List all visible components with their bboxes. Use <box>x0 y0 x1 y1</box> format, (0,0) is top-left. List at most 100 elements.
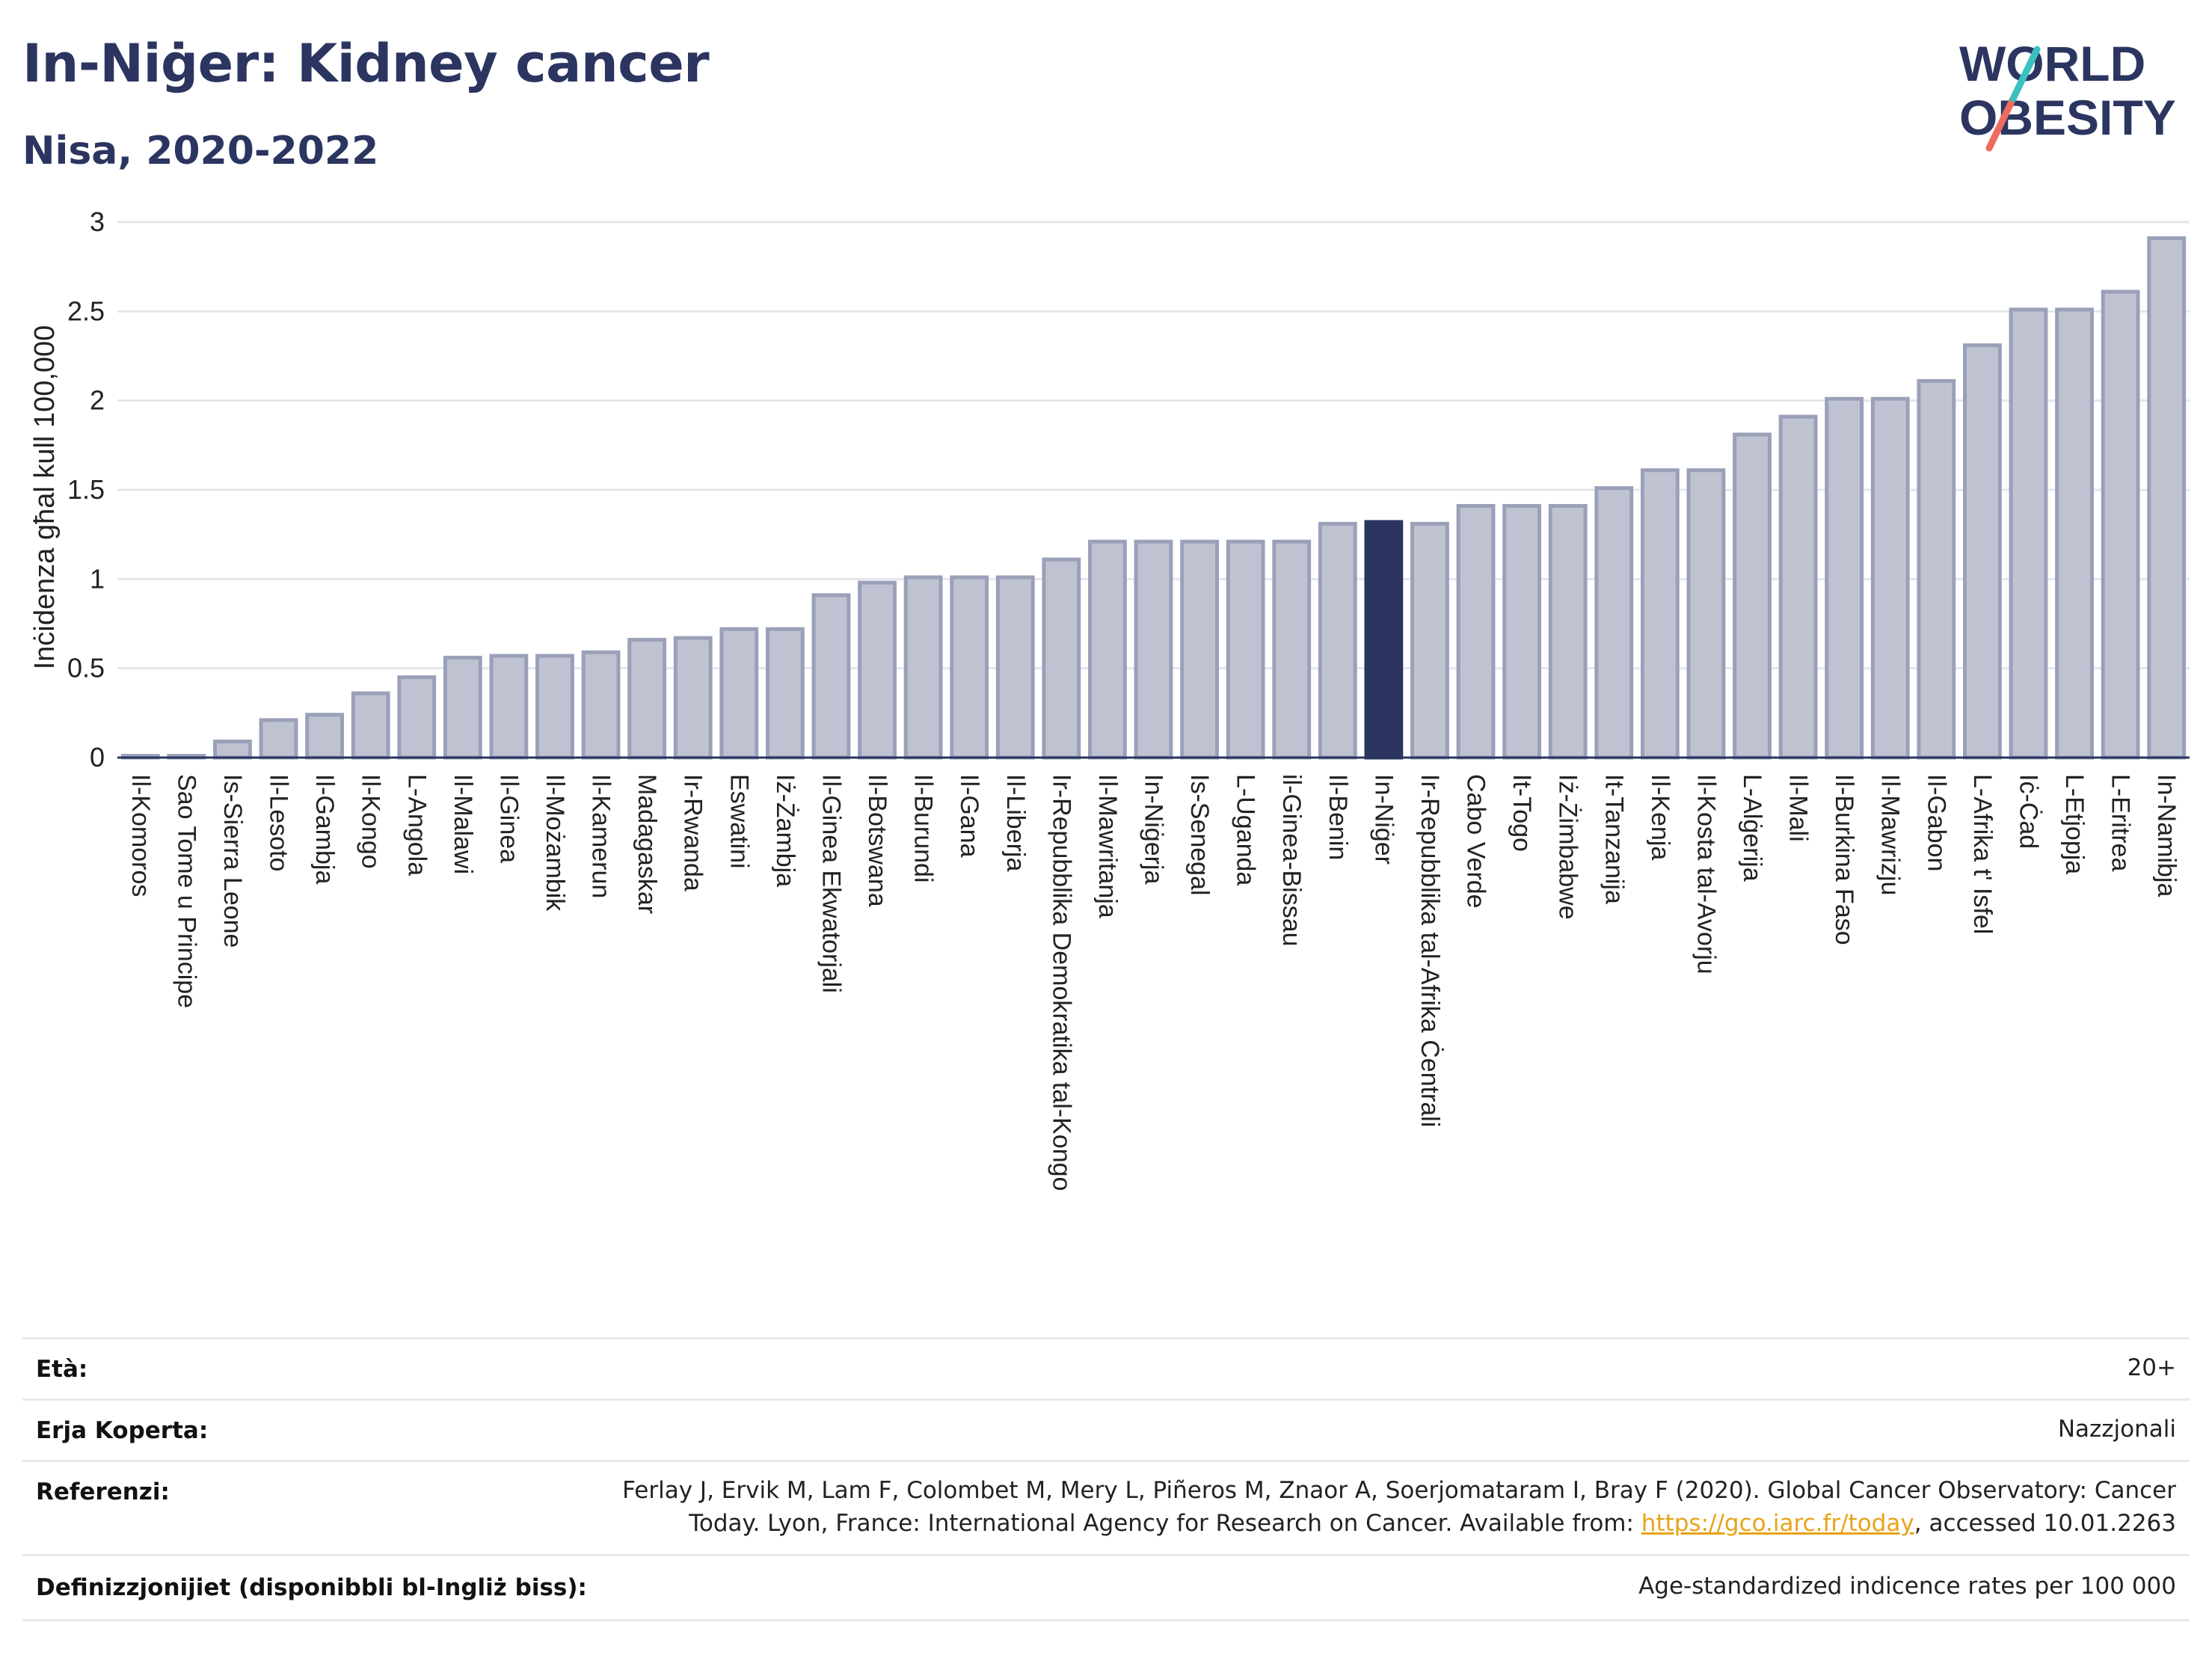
bar <box>443 655 482 760</box>
x-tick-label: L-Etjopja <box>2060 774 2089 874</box>
meta-row-definitions: Definizzjonijiet (disponibbli bl-Ingliż … <box>22 1554 2190 1621</box>
x-tick-label: Iż-Żimbabwe <box>1554 774 1582 920</box>
bar <box>1963 343 2002 760</box>
logo-slash-teal <box>2009 46 2041 102</box>
meta-area-value: Nazzjonali <box>2057 1416 2176 1443</box>
x-tick-label: Il-Burkina Faso <box>1830 774 1858 945</box>
x-tick-label: L-Afrika t' Isfel <box>1968 774 1997 934</box>
x-tick-label: Ir-Rwanda <box>679 774 707 891</box>
x-tick-label: It-Tanzanija <box>1600 774 1628 904</box>
x-tick-label: il-Ginea-Bissau <box>1277 774 1306 947</box>
y-tick-label: 1 <box>90 563 105 594</box>
bar <box>1502 503 1542 760</box>
x-tick-label: Sao Tome u Principe <box>172 774 200 1008</box>
meta-ref-line2: Today. Lyon, France: International Agenc… <box>622 1507 2176 1540</box>
x-tick-label: Il-Ginea Ekwatorjali <box>817 774 845 993</box>
meta-age-label: Età: <box>36 1356 88 1383</box>
bar <box>397 675 437 760</box>
x-tick-label: Il-Gambja <box>310 774 339 884</box>
x-tick-label: Il-Kongo <box>357 774 385 869</box>
bar <box>858 580 897 760</box>
x-tick-label: Il-Lesoto <box>265 774 293 871</box>
bar <box>765 627 805 760</box>
meta-ref-line2-pre: Today. Lyon, France: International Agenc… <box>689 1510 1641 1537</box>
x-tick-label: Il-Gana <box>955 774 983 858</box>
x-tick-label: L-Alġerija <box>1738 774 1766 882</box>
logo-slash-coral <box>1985 95 2017 152</box>
bar <box>2101 289 2140 760</box>
meta-def-label: Definizzjonijiet (disponibbli bl-Ingliż … <box>36 1574 587 1601</box>
bar <box>1226 539 1265 760</box>
x-tick-label: Il-Mawrizju <box>1876 774 1905 895</box>
page-subtitle: Nisa, 2020-2022 <box>22 129 379 174</box>
bar <box>213 740 252 760</box>
bar-chart: 0 0.5 1 1.5 2 2.5 3 Inċidenza għal kull 100,000… <box>29 206 2190 1191</box>
bar <box>259 718 298 760</box>
x-tick-label: Il-Mali <box>1784 774 1813 842</box>
meta-age-value: 20+ <box>2127 1354 2176 1381</box>
bar <box>1594 486 1634 760</box>
bar <box>581 650 621 760</box>
x-tick-label: In-Niġerja <box>1140 774 1168 884</box>
bar <box>995 575 1035 760</box>
x-tick-label: Il-Gabon <box>1922 774 1950 871</box>
meta-ref-line1: Ferlay J, Ervik M, Lam F, Colombet M, Me… <box>622 1477 2176 1504</box>
y-axis-label: Inċidenza għal kull 100,000 <box>29 325 61 670</box>
bar <box>1917 378 1956 760</box>
world-obesity-logo: WORLD OBESITY <box>1959 36 2176 152</box>
x-tick-label: Il-Komoros <box>126 774 155 897</box>
meta-ref-label: Referenzi: <box>36 1479 170 1505</box>
bar <box>1686 468 1726 760</box>
y-tick-label: 3 <box>90 206 105 237</box>
y-tick-label: 1.5 <box>67 474 105 505</box>
x-tick-label: In-Namibja <box>2152 774 2181 897</box>
x-tick-label: Il-Kosta tal-Avorju <box>1692 774 1720 974</box>
y-tick-label: 2.5 <box>67 295 105 326</box>
x-tick-label: L-Angola <box>402 774 431 876</box>
x-tick-label: Cabo Verde <box>1462 774 1490 909</box>
meta-row-area: Erja Koperta: Nazzjonali <box>22 1398 2190 1461</box>
bar <box>1088 539 1127 760</box>
x-tick-label: Il-Kenja <box>1646 774 1674 860</box>
bar <box>2055 307 2094 760</box>
meta-row-age: Età: 20+ <box>22 1337 2190 1399</box>
bar <box>1042 557 1081 760</box>
bar <box>535 654 574 760</box>
bar <box>903 575 943 760</box>
x-tick-label: Il-Burundi <box>909 774 938 883</box>
x-tick-label: Ir-Repubblika Demokratika tal-Kongo <box>1047 774 1075 1191</box>
x-tick-label: L-Eritrea <box>2107 774 2135 871</box>
x-tick-label: Is-Senegal <box>1185 774 1214 896</box>
x-tick-label: Il-Botswana <box>863 774 891 907</box>
meta-area-label: Erja Koperta: <box>36 1417 209 1444</box>
bar <box>305 713 344 760</box>
x-tick-label: Il-Możambik <box>541 774 569 912</box>
bar <box>1410 521 1449 760</box>
x-tick-label: Eswatini <box>725 774 753 869</box>
bar <box>1870 396 1910 760</box>
y-tick-label: 0 <box>90 742 105 773</box>
meta-def-value: Age-standardized indicence rates per 100… <box>1638 1573 2176 1600</box>
x-tick-label: Il-Ginea <box>494 774 523 863</box>
meta-ref-line2-post: , accessed 10.01.2263 <box>1914 1510 2176 1537</box>
bar <box>351 691 390 760</box>
x-tick-label: Il-Malawi <box>449 774 477 874</box>
x-tick-label: It-Togo <box>1508 774 1536 852</box>
bar <box>1272 539 1312 760</box>
bar <box>1640 468 1680 760</box>
x-tick-label: L-Uganda <box>1232 774 1260 885</box>
bar <box>1825 396 1864 760</box>
bar <box>1364 520 1404 760</box>
meta-ref-value: Ferlay J, Ervik M, Lam F, Colombet M, Me… <box>622 1474 2176 1540</box>
bar <box>673 636 713 760</box>
bar <box>1456 503 1496 760</box>
bar <box>950 575 989 760</box>
x-tick-label: Is-Sierra Leone <box>218 774 247 948</box>
bar <box>1134 539 1173 760</box>
reference-link[interactable]: https://gco.iarc.fr/today <box>1641 1510 1914 1537</box>
bar <box>489 654 529 760</box>
bar <box>719 627 759 760</box>
x-tick-label: In-Niġer <box>1369 774 1398 865</box>
y-tick-label: 2 <box>90 385 105 416</box>
bar <box>1778 414 1818 760</box>
